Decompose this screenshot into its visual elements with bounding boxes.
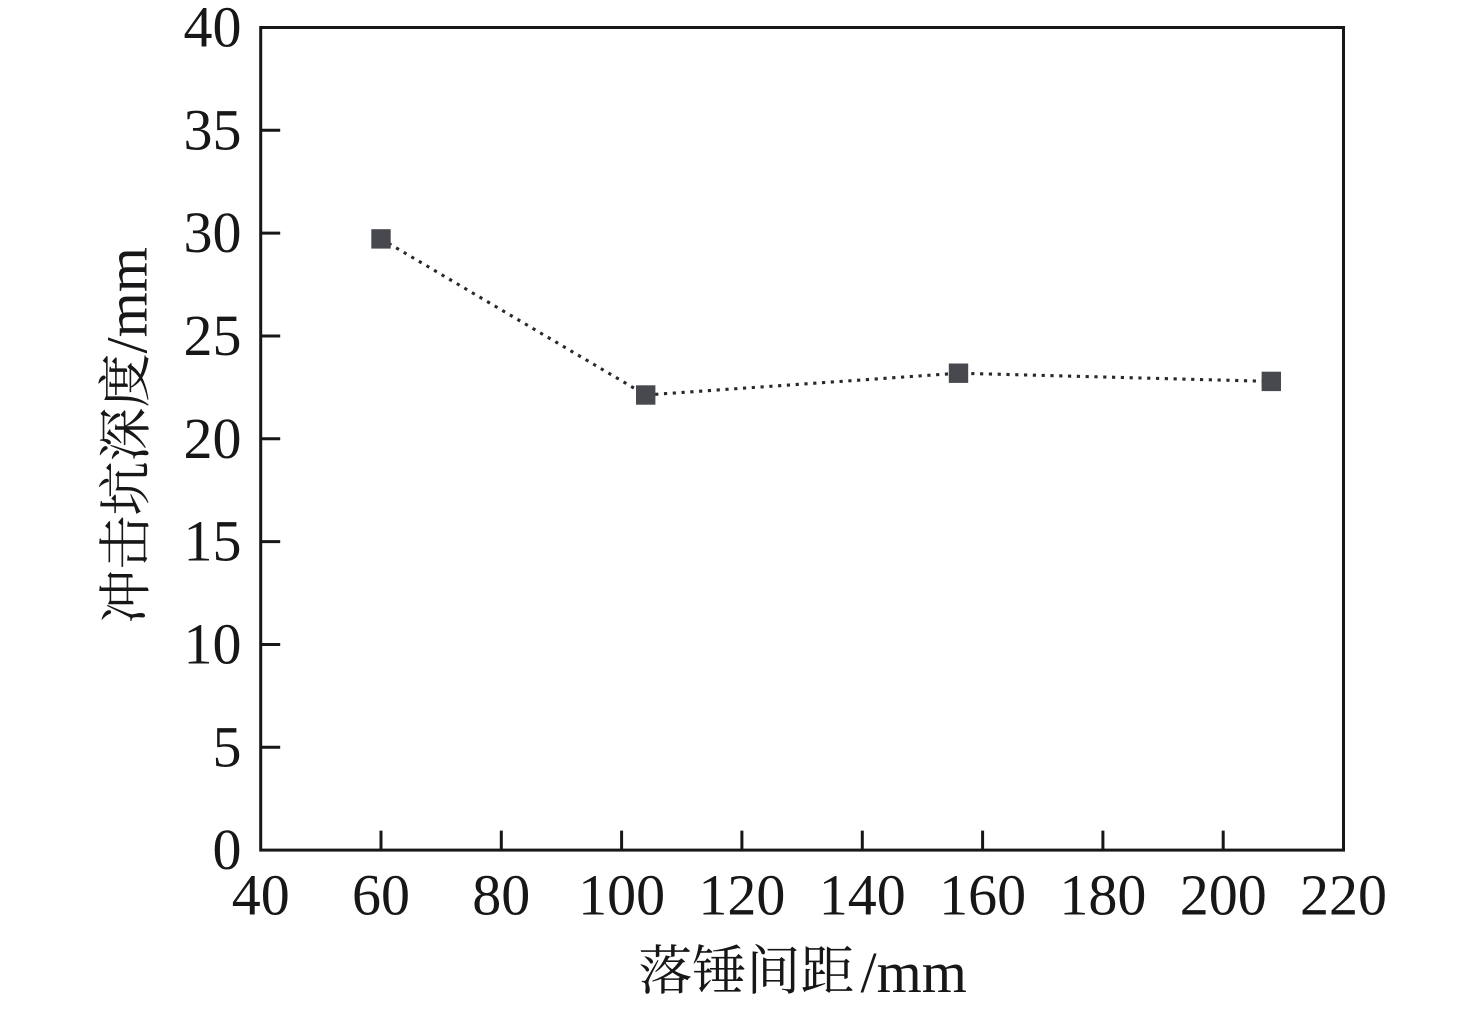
- svg-text:120: 120: [698, 863, 785, 928]
- svg-text:100: 100: [578, 863, 665, 928]
- svg-text:25: 25: [184, 303, 242, 368]
- svg-text:40: 40: [232, 863, 290, 928]
- svg-text:60: 60: [352, 863, 410, 928]
- svg-text:80: 80: [472, 863, 530, 928]
- svg-text:180: 180: [1059, 863, 1146, 928]
- svg-text:15: 15: [184, 509, 242, 574]
- svg-text:200: 200: [1180, 863, 1267, 928]
- svg-text:160: 160: [939, 863, 1026, 928]
- svg-text:140: 140: [819, 863, 906, 928]
- svg-text:220: 220: [1300, 863, 1387, 928]
- svg-text:10: 10: [184, 612, 242, 677]
- svg-text:30: 30: [184, 200, 242, 265]
- svg-text:5: 5: [213, 714, 242, 779]
- svg-text:40: 40: [184, 0, 242, 60]
- svg-text:/mm: /mm: [861, 940, 967, 1005]
- svg-text:20: 20: [184, 406, 242, 471]
- svg-text:35: 35: [184, 97, 242, 162]
- svg-text:/mm: /mm: [95, 247, 160, 353]
- svg-text:0: 0: [213, 817, 242, 882]
